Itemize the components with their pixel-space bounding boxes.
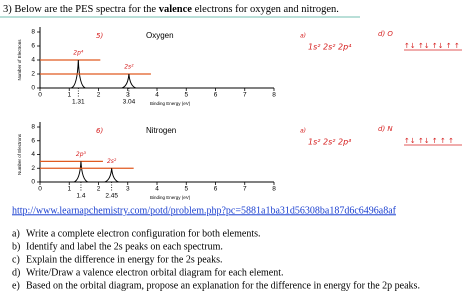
task-label: e) <box>12 280 20 291</box>
x-axis-label: Binding Energy (eV) <box>150 195 191 200</box>
y-tick-label: 2 <box>31 165 35 172</box>
x-tick-label: 6 <box>214 92 218 99</box>
y-tick-label: 8 <box>31 29 35 36</box>
peak-position-label: 1.31 <box>72 99 85 106</box>
handwritten-peak-note: 2p⁴ <box>73 50 84 57</box>
peak <box>73 161 89 183</box>
x-tick-label: 7 <box>243 186 247 193</box>
peak-position-label: 1.4 <box>76 193 85 200</box>
y-tick-label: 6 <box>31 137 35 144</box>
question-heading: 3) Below are the PES spectra for the val… <box>3 4 339 15</box>
x-tick-label: 2 <box>97 92 101 99</box>
y-axis-label: Number of Electrons <box>17 39 22 81</box>
handwritten-part-d: d) O <box>378 30 393 38</box>
y-tick-label: 0 <box>31 179 35 186</box>
task-label: a) <box>12 228 20 239</box>
x-tick-label: 6 <box>214 186 218 193</box>
y-tick-label: 0 <box>31 85 35 92</box>
handwritten-configuration: 1s² 2s² 2p³ <box>308 138 351 147</box>
handwritten-part-d: d) N <box>378 125 393 133</box>
peak-position-label: 2.45 <box>105 193 118 200</box>
peak-position-label: 3.04 <box>123 99 136 106</box>
problem-link[interactable]: http://www.learnapchemistry.com/potd/pro… <box>12 205 397 216</box>
y-tick-label: 4 <box>31 57 35 64</box>
handwritten-part-a: a) <box>300 33 306 40</box>
question-number: 3) <box>3 4 12 15</box>
handwritten-peak-note: 2s² <box>107 158 117 165</box>
task-text: Identify and label the 2s peaks on each … <box>26 241 223 252</box>
handwritten-configuration: 1s² 2s² 2p⁴ <box>308 43 352 52</box>
task-text: Write/Draw a valence electron orbital di… <box>26 267 284 278</box>
y-tick-label: 4 <box>31 151 35 158</box>
y-axis-label: Number of Electrons <box>17 133 22 175</box>
task-label: b) <box>12 241 20 252</box>
x-axis-label: Binding Energy (eV) <box>150 101 191 106</box>
x-tick-label: 3 <box>126 186 130 193</box>
task-text: Explain the difference in energy for the… <box>26 254 223 265</box>
x-tick-label: 0 <box>38 186 42 193</box>
y-tick-label: 8 <box>31 124 35 131</box>
question-text-end: electrons for oxygen and nitrogen. <box>192 4 339 15</box>
x-tick-label: 0 <box>38 92 42 99</box>
task-label: d) <box>12 267 20 278</box>
handwritten-peak-note: 2p³ <box>76 151 87 158</box>
x-tick-label: 8 <box>272 92 276 99</box>
x-tick-label: 3 <box>126 92 130 99</box>
question-bold: valence <box>159 4 193 15</box>
x-tick-label: 5 <box>184 186 188 193</box>
x-tick-label: 4 <box>155 92 159 99</box>
spectrum-title: Oxygen <box>146 31 174 40</box>
x-tick-label: 7 <box>243 92 247 99</box>
x-tick-label: 2 <box>97 186 101 193</box>
spectrum-title: Nitrogen <box>146 126 176 135</box>
peak <box>121 73 137 89</box>
task-text: Write a complete electron configuration … <box>26 228 261 239</box>
y-tick-label: 6 <box>31 43 35 50</box>
handwritten-part-b: 6) <box>96 127 103 135</box>
y-tick-label: 2 <box>31 71 35 78</box>
task-label: c) <box>12 254 20 265</box>
x-tick-label: 8 <box>272 186 276 193</box>
handwritten-orbitals: ↑↓ ↑↓ ↑ ↑ ↑ <box>404 137 454 145</box>
x-tick-label: 1 <box>67 186 71 193</box>
peak <box>104 168 119 183</box>
peak <box>71 59 86 89</box>
handwritten-part-b: 5) <box>96 32 103 40</box>
x-tick-label: 4 <box>155 186 159 193</box>
x-tick-label: 5 <box>184 92 188 99</box>
question-text: Below are the PES spectra for the <box>14 4 158 15</box>
handwritten-part-a: a) <box>300 128 306 135</box>
handwritten-orbitals: ↑↓ ↑↓ ↑↓ ↑ ↑ <box>404 42 460 50</box>
handwritten-peak-note: 2s² <box>124 64 134 71</box>
x-tick-label: 1 <box>67 92 71 99</box>
task-text: Based on the orbital diagram, propose an… <box>26 280 420 291</box>
